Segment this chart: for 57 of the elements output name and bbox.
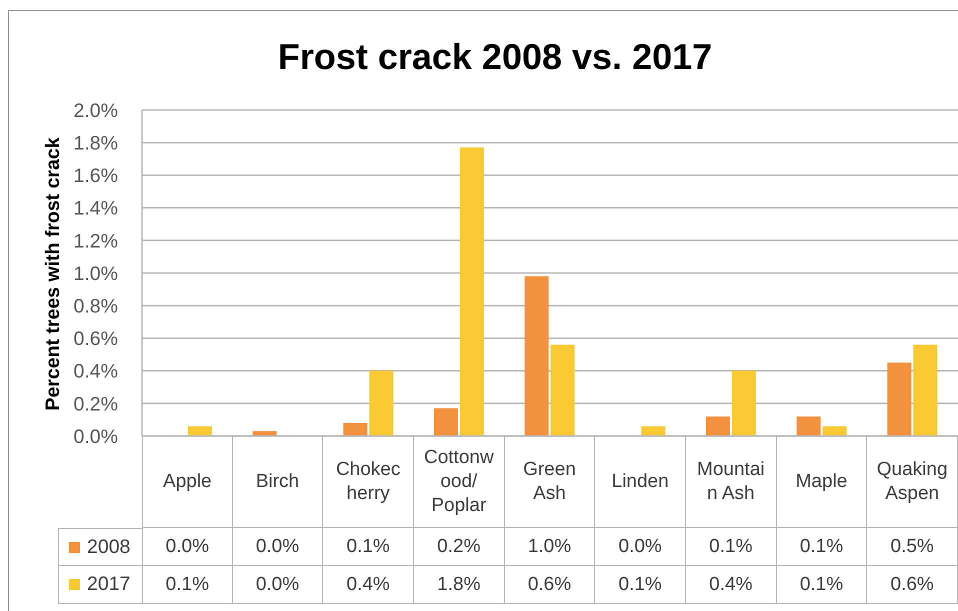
x-tick-label: Quaking Aspen <box>876 458 948 506</box>
data-label: 0.0% <box>256 574 300 596</box>
data-label: 0.1% <box>346 536 390 558</box>
y-axis-title: Percent trees with frost crack <box>41 136 65 412</box>
y-tick-label: 0.0% <box>74 426 118 448</box>
bar <box>188 426 212 436</box>
y-tick-label: 1.8% <box>74 132 118 155</box>
legend-label: 2017 <box>87 573 130 596</box>
bar <box>641 426 666 436</box>
x-tick-label: Birch <box>254 470 300 494</box>
x-tick-label: Chokecherry <box>334 458 402 506</box>
bar <box>887 362 912 436</box>
y-tick-label: 0.8% <box>74 296 118 318</box>
bar <box>732 370 756 436</box>
data-label: 0.4% <box>346 574 390 596</box>
y-tick-label: 2.0% <box>74 100 118 122</box>
bar <box>796 416 821 436</box>
bar <box>434 408 458 436</box>
bar <box>343 422 368 436</box>
data-label: 0.6% <box>890 574 934 596</box>
data-label: 0.1% <box>800 574 844 596</box>
bar <box>252 431 277 436</box>
bar <box>460 147 484 436</box>
y-tick-label: 0.4% <box>74 360 118 383</box>
y-tick-label: 1.6% <box>74 165 118 188</box>
data-label: 0.1% <box>709 536 752 558</box>
y-tick-label: 0.2% <box>74 393 118 416</box>
data-label: 0.4% <box>709 574 752 596</box>
data-label: 1.0% <box>528 536 572 558</box>
chart-title: Frost crack 2008 vs. 2017 <box>276 36 714 77</box>
data-label: 0.0% <box>618 536 662 558</box>
y-tick-label: 1.2% <box>74 230 118 252</box>
bar <box>524 276 549 436</box>
y-tick-label: 1.0% <box>74 262 118 285</box>
x-tick-label: Mountain Ash <box>696 458 766 506</box>
data-label: 0.0% <box>166 536 209 558</box>
x-tick-label: Maple <box>794 470 848 494</box>
x-tick-label: Apple <box>162 470 213 494</box>
data-label: 0.0% <box>256 536 300 558</box>
data-label: 0.2% <box>437 536 480 558</box>
bar <box>706 416 730 436</box>
y-tick-label: 0.6% <box>74 328 118 350</box>
data-label: 0.1% <box>800 536 844 558</box>
y-tick-label: 1.4% <box>74 198 118 220</box>
x-tick-label: Green Ash <box>522 458 577 506</box>
data-label: 0.5% <box>890 536 934 558</box>
x-tick-label: Linden <box>610 470 670 494</box>
data-label: 0.1% <box>166 574 209 596</box>
bar <box>913 344 938 436</box>
data-label: 1.8% <box>437 574 480 596</box>
bar <box>822 426 847 436</box>
legend-label: 2008 <box>87 536 130 558</box>
bar <box>550 344 575 436</box>
data-label: 0.1% <box>618 574 662 596</box>
x-tick-label: Cottonwood/Poplar <box>422 446 495 518</box>
bar <box>369 370 394 436</box>
data-label: 0.6% <box>528 574 572 596</box>
